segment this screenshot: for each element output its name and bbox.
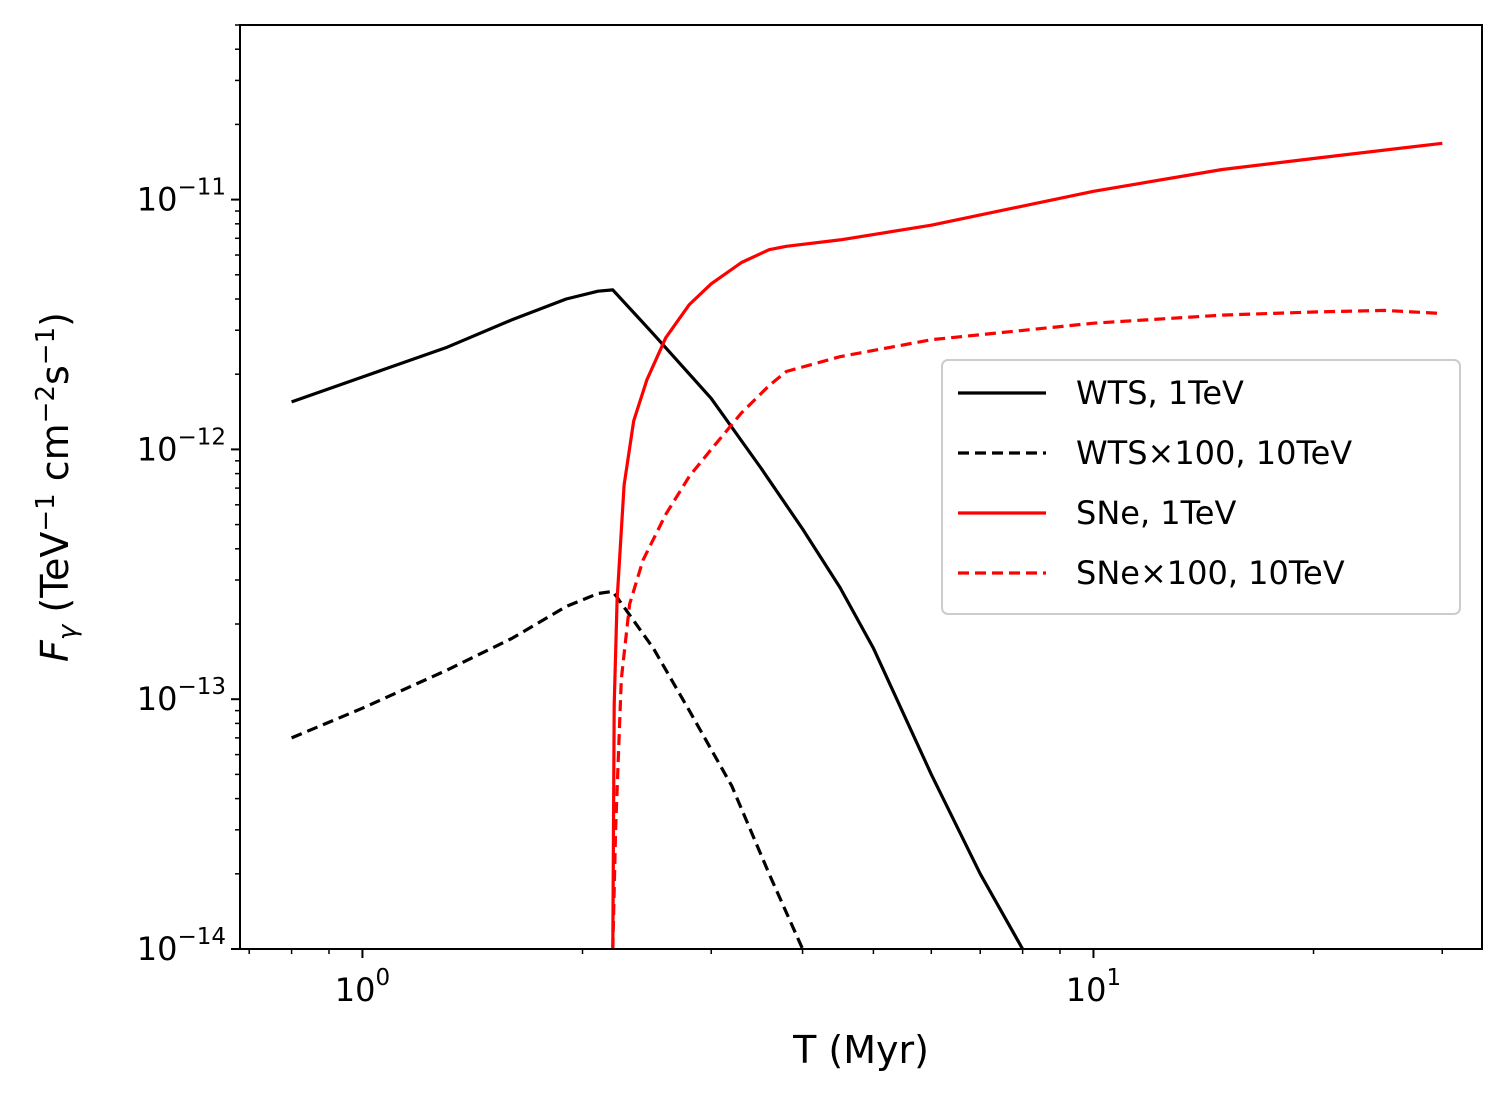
- y-label-subscript: γ: [53, 623, 83, 640]
- x-tick-label: 101: [1066, 965, 1121, 1009]
- plot-frame: [239, 24, 1483, 950]
- tick-exponent: −13: [177, 674, 226, 700]
- y-label-unit-close: ): [33, 312, 77, 327]
- series-line-4: [611, 308, 1443, 949]
- tick-base: 10: [335, 971, 376, 1009]
- tick-exponent: 1: [1107, 965, 1122, 991]
- series-line-3: [611, 141, 1443, 949]
- tick-exponent: −11: [177, 175, 226, 201]
- y-tick-label: 10−14: [137, 924, 226, 968]
- y-label-s: s: [33, 365, 77, 385]
- series-layer: [290, 141, 1443, 949]
- legend-label-1: WTS, 1TeV: [1076, 374, 1244, 412]
- legend-label-2: WTS×100, 10TeV: [1076, 434, 1352, 472]
- legend-label-3: SNe, 1TeV: [1076, 494, 1236, 532]
- tick-exponent: −14: [177, 924, 226, 950]
- series-line-1: [291, 288, 1024, 949]
- x-tick-labels: 100 101: [335, 965, 1121, 1009]
- legend-entries: WTS, 1TeV WTS×100, 10TeV SNe, 1TeV SNe×100,…: [958, 374, 1352, 592]
- series-line-2: [290, 589, 805, 949]
- y-label-cm: cm: [33, 423, 77, 493]
- tick-exponent: −12: [177, 424, 226, 450]
- legend: WTS, 1TeV WTS×100, 10TeV SNe, 1TeV SNe×100,…: [941, 359, 1461, 615]
- tick-base: 10: [1066, 971, 1107, 1009]
- x-axis-label: T (Myr): [792, 1028, 929, 1072]
- y-label-exp-2: −2: [31, 385, 61, 423]
- y-tick-label: 10−13: [137, 674, 226, 718]
- legend-label-4: SNe×100, 10TeV: [1076, 554, 1345, 592]
- y-tick-label: 10−11: [137, 175, 226, 219]
- tick-base: 10: [137, 181, 178, 219]
- tick-base: 10: [137, 930, 178, 968]
- y-label-unit-open: (TeV: [33, 532, 77, 625]
- y-label-exp-1: −1: [31, 493, 61, 531]
- y-label-exp-3: −1: [31, 327, 61, 365]
- y-axis-label: Fγ (TeV−1 cm−2s−1): [31, 312, 83, 662]
- tick-base: 10: [137, 430, 178, 468]
- legend-box: [941, 359, 1461, 615]
- tick-exponent: 0: [375, 965, 390, 991]
- y-tick-label: 10−12: [137, 424, 226, 468]
- major-ticks: [231, 198, 1095, 958]
- tick-base: 10: [137, 680, 178, 718]
- x-tick-label: 100: [335, 965, 390, 1009]
- y-label-symbol: F: [33, 639, 77, 662]
